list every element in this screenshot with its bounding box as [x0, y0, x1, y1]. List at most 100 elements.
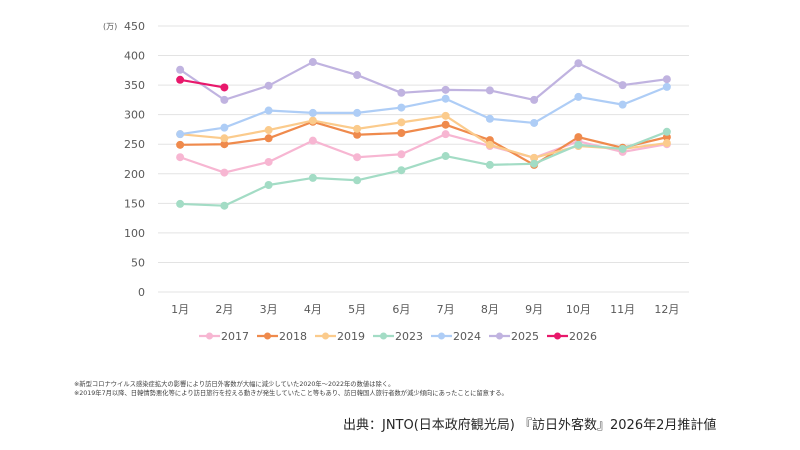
- data-point: [485, 114, 494, 123]
- legend-item: 2017: [199, 330, 249, 343]
- data-point: [353, 130, 362, 139]
- series-2023: [176, 127, 671, 210]
- data-point: [176, 65, 185, 74]
- data-point: [353, 71, 362, 80]
- footnotes: ※新型コロナウイルス感染症拡大の影響により訪日外客数が大幅に減少していた2020…: [74, 381, 508, 398]
- data-point: [220, 140, 229, 149]
- data-point: [441, 130, 450, 139]
- legend-marker: [380, 332, 387, 340]
- data-point: [397, 103, 406, 112]
- data-point: [397, 150, 406, 159]
- x-tick-label: 12月: [654, 303, 679, 316]
- legend-marker: [496, 332, 503, 340]
- legend-item: 2023: [373, 330, 423, 343]
- data-point: [662, 75, 671, 84]
- y-tick-label: 350: [124, 79, 145, 92]
- legend-label: 2018: [279, 330, 307, 343]
- y-tick-label: 250: [124, 138, 145, 151]
- data-point: [353, 176, 362, 185]
- y-tick-label: 150: [124, 197, 145, 210]
- legend-item: 2025: [489, 330, 539, 343]
- series-line: [179, 133, 668, 174]
- data-point: [220, 201, 229, 210]
- y-tick-label: 0: [138, 286, 145, 299]
- data-point: [618, 81, 627, 90]
- data-point: [574, 59, 583, 68]
- data-point: [308, 173, 317, 182]
- y-tick-label: 100: [124, 227, 145, 240]
- legend-label: 2025: [511, 330, 539, 343]
- data-point: [176, 153, 185, 162]
- data-point: [353, 108, 362, 117]
- x-tick-label: 3月: [260, 303, 278, 316]
- legend-marker: [206, 332, 213, 340]
- legend-marker: [554, 332, 561, 340]
- series-line: [180, 130, 668, 207]
- x-tick-label: 6月: [392, 303, 410, 316]
- legend-marker: [264, 332, 271, 340]
- data-point: [662, 139, 671, 148]
- x-tick-label: 4月: [304, 303, 322, 316]
- data-point: [441, 85, 450, 94]
- data-point: [530, 95, 539, 104]
- y-axis: 0 50 100 150 200 250 300 350 400 450: [124, 20, 145, 299]
- data-point: [353, 153, 362, 162]
- legend-item: 2024: [431, 330, 481, 343]
- y-tick-label: 400: [124, 50, 145, 63]
- legend-marker: [322, 332, 329, 340]
- data-point: [264, 81, 273, 90]
- data-point: [618, 144, 627, 153]
- data-point: [264, 106, 273, 115]
- series-group: [176, 58, 671, 210]
- footnote-covid: ※新型コロナウイルス感染症拡大の影響により訪日外客数が大幅に減少していた2020…: [74, 381, 395, 388]
- y-tick-label: 300: [124, 109, 145, 122]
- data-point: [397, 118, 406, 127]
- legend-item: 2026: [547, 330, 597, 343]
- data-point: [220, 83, 229, 92]
- footnote-korea: ※2019年7月以降、日韓情勢悪化等により訪日旅行を控える動きが発生していたこと…: [74, 389, 508, 397]
- data-point: [264, 134, 273, 143]
- x-tick-label: 7月: [437, 303, 455, 316]
- legend-label: 2024: [453, 330, 481, 343]
- y-tick-label: 200: [124, 168, 145, 181]
- data-point: [397, 166, 406, 175]
- data-point: [485, 140, 494, 149]
- series-line: [180, 114, 668, 159]
- series-2024: [176, 82, 671, 139]
- legend-label: 2026: [569, 330, 597, 343]
- data-point: [574, 133, 583, 142]
- data-point: [441, 120, 450, 129]
- x-axis: 1月 2月 3月 4月 5月 6月 7月 8月 9月 10月 11月 12月: [171, 303, 679, 316]
- data-point: [176, 130, 185, 139]
- data-point: [308, 116, 317, 125]
- series-2026: [176, 75, 229, 92]
- data-point: [308, 58, 317, 67]
- gridlines: [158, 25, 689, 293]
- data-point: [397, 128, 406, 137]
- series-line: [179, 60, 668, 101]
- x-tick-label: 8月: [481, 303, 499, 316]
- data-point: [441, 94, 450, 103]
- source-credit: 出典：JNTO(日本政府観光局) 『訪日外客数』2026年2月推計値: [343, 418, 717, 433]
- data-point: [485, 86, 494, 95]
- x-tick-label: 11月: [610, 303, 635, 316]
- data-point: [574, 92, 583, 101]
- data-point: [176, 75, 185, 84]
- x-tick-label: 1月: [171, 303, 189, 316]
- data-point: [264, 157, 273, 166]
- series-line: [179, 85, 668, 136]
- series-2018: [176, 117, 671, 169]
- data-point: [530, 159, 539, 168]
- data-point: [397, 88, 406, 97]
- y-unit-label: (万): [103, 22, 117, 31]
- y-tick-label: 50: [131, 256, 145, 269]
- data-point: [530, 153, 539, 162]
- data-point: [441, 111, 450, 120]
- series-line: [179, 78, 225, 89]
- data-point: [264, 181, 273, 190]
- x-tick-label: 9月: [525, 303, 543, 316]
- series-2019: [176, 111, 671, 162]
- data-point: [308, 136, 317, 145]
- data-point: [618, 100, 627, 109]
